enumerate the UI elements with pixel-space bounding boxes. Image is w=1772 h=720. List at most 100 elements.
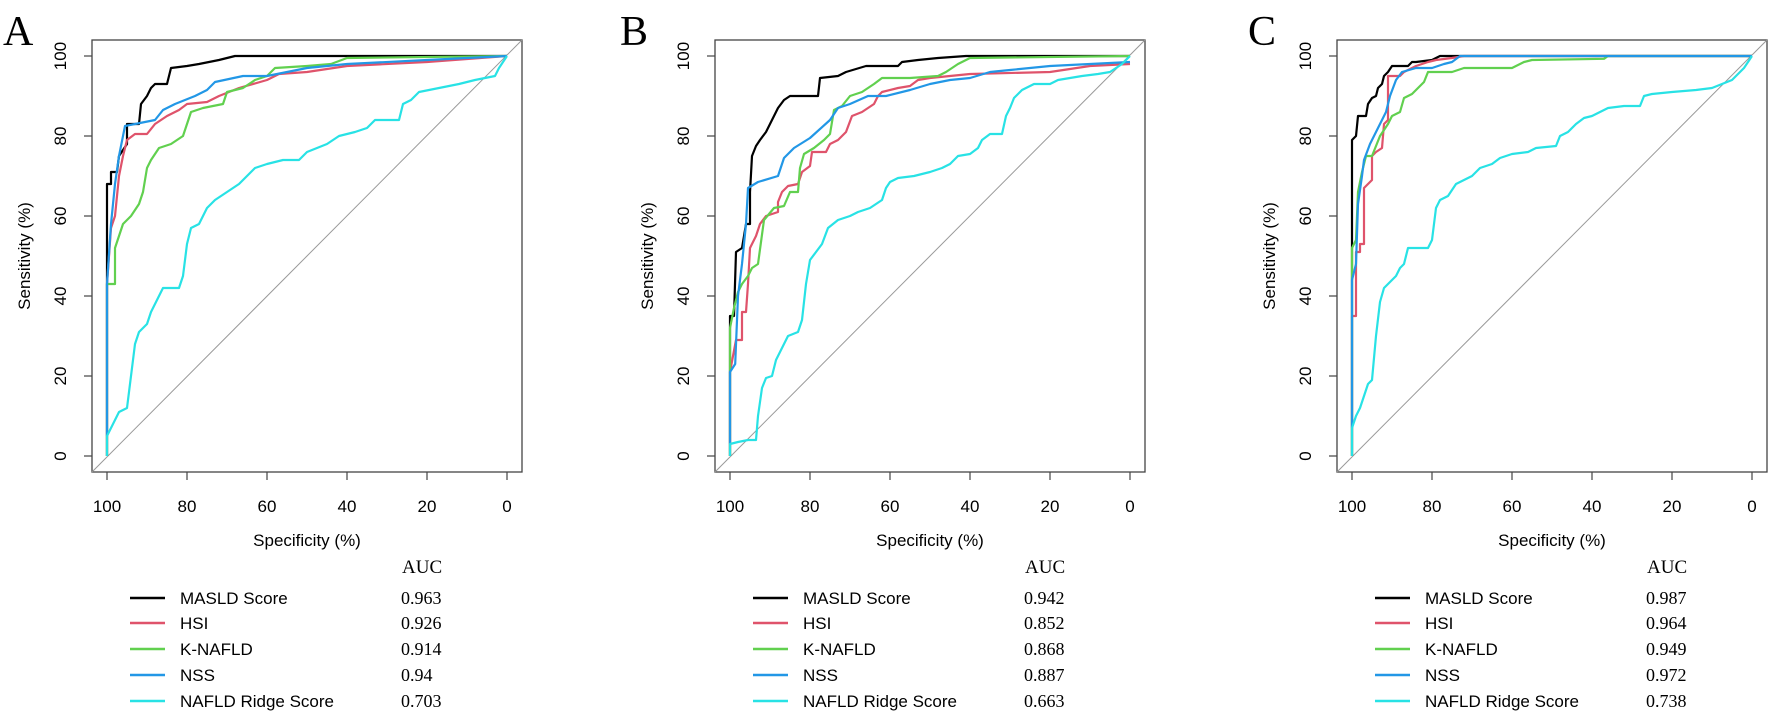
x-tick-label: 100 <box>93 497 121 516</box>
legend-auc-header: AUC <box>1647 557 1687 578</box>
roc-curve-nss <box>1350 54 1752 428</box>
roc-curve-masld-score <box>105 54 507 456</box>
roc-curve-nafld-ridge-score <box>728 55 1131 456</box>
legend-auc-value: 0.963 <box>401 588 442 608</box>
legend-label: HSI <box>1425 614 1453 633</box>
roc-curve-masld-score <box>1350 54 1752 456</box>
roc-curves <box>1350 54 1753 456</box>
plot-frame <box>714 39 1146 473</box>
y-tick-label: 80 <box>1296 127 1315 146</box>
legend-label: K-NAFLD <box>180 640 253 659</box>
y-tick-label: 60 <box>1296 207 1315 226</box>
legend-auc-value: 0.942 <box>1024 588 1065 608</box>
x-tick-label: 20 <box>418 497 437 516</box>
x-axis-title: Specificity (%) <box>253 531 361 550</box>
roc-curves <box>105 54 508 456</box>
legend-label: NSS <box>180 666 215 685</box>
roc-panel-b: B 0 20 40 60 80 100 100 80 60 40 20 0 Specificity (%)… <box>620 9 1146 711</box>
legend-auc-value: 0.663 <box>1024 691 1065 711</box>
y-tick-label: 100 <box>674 42 693 70</box>
y-tick-label: 20 <box>1296 367 1315 386</box>
x-tick-label: 80 <box>1423 497 1442 516</box>
panel-label: C <box>1248 9 1276 55</box>
legend-auc-header: AUC <box>1025 557 1065 578</box>
roc-curve-k-nafld <box>728 54 1131 456</box>
legend-label: K-NAFLD <box>803 640 876 659</box>
x-axis-title: Specificity (%) <box>1498 531 1606 550</box>
x-tick-label: 100 <box>716 497 744 516</box>
legend-auc-value: 0.703 <box>401 691 442 711</box>
y-tick-label: 100 <box>1296 42 1315 70</box>
legend-auc-value: 0.987 <box>1646 588 1687 608</box>
legend-auc-value: 0.926 <box>401 613 442 633</box>
legend-auc-value: 0.964 <box>1646 613 1687 633</box>
chance-diagonal <box>1336 39 1768 473</box>
legend-auc-value: 0.868 <box>1024 639 1065 659</box>
y-tick-label: 0 <box>51 451 70 460</box>
legend: AUC MASLD Score 0.987 HSI 0.964 K-NAFLD 0.949 N… <box>1375 557 1687 711</box>
x-tick-label: 40 <box>961 497 980 516</box>
y-axis-title: Sensitivity (%) <box>15 202 34 310</box>
x-tick-label: 80 <box>801 497 820 516</box>
legend-auc-value: 0.972 <box>1646 665 1687 685</box>
y-tick-label: 20 <box>51 367 70 386</box>
x-tick-label: 60 <box>1503 497 1522 516</box>
plot-frame <box>1336 39 1768 473</box>
legend-label: MASLD Score <box>180 589 288 608</box>
roc-curve-nss <box>105 54 508 436</box>
y-axis-title: Sensitivity (%) <box>1260 202 1279 310</box>
legend-auc-value: 0.738 <box>1646 691 1687 711</box>
y-tick-label: 60 <box>674 207 693 226</box>
y-tick-label: 80 <box>51 127 70 146</box>
y-axis-title: Sensitivity (%) <box>638 202 657 310</box>
panel-label: A <box>3 9 34 55</box>
legend-label: MASLD Score <box>803 589 911 608</box>
roc-curve-nafld-ridge-score <box>1350 55 1753 456</box>
panel-label: B <box>620 9 648 55</box>
x-tick-label: 60 <box>258 497 277 516</box>
y-tick-label: 40 <box>51 287 70 306</box>
y-tick-label: 60 <box>51 207 70 226</box>
legend-auc-header: AUC <box>402 557 442 578</box>
roc-panel-c: C 0 20 40 60 80 100 100 80 60 40 20 0 Specificity (%)… <box>1248 9 1768 711</box>
plot-frame <box>91 39 523 473</box>
legend: AUC MASLD Score 0.963 HSI 0.926 K-NAFLD 0.914 N… <box>130 557 442 711</box>
legend-label: K-NAFLD <box>1425 640 1498 659</box>
x-tick-label: 0 <box>1125 497 1134 516</box>
roc-curve-k-nafld <box>105 54 508 456</box>
legend-label: NAFLD Ridge Score <box>1425 692 1579 711</box>
y-tick-label: 20 <box>674 367 693 386</box>
legend-auc-value: 0.852 <box>1024 613 1065 633</box>
roc-curve-masld-score <box>728 54 1130 456</box>
legend-auc-value: 0.914 <box>401 639 442 659</box>
legend-label: NSS <box>803 666 838 685</box>
x-tick-label: 40 <box>338 497 357 516</box>
x-tick-label: 60 <box>881 497 900 516</box>
legend-auc-value: 0.949 <box>1646 639 1687 659</box>
x-tick-label: 0 <box>502 497 511 516</box>
roc-curve-nafld-ridge-score <box>105 55 508 456</box>
legend-label: HSI <box>180 614 208 633</box>
x-tick-label: 20 <box>1663 497 1682 516</box>
x-tick-label: 0 <box>1747 497 1756 516</box>
y-tick-label: 40 <box>674 287 693 306</box>
legend-auc-value: 0.94 <box>401 665 433 685</box>
legend-label: HSI <box>803 614 831 633</box>
roc-curves <box>728 54 1131 456</box>
legend-label: NAFLD Ridge Score <box>803 692 957 711</box>
legend: AUC MASLD Score 0.942 HSI 0.852 K-NAFLD 0.868 N… <box>753 557 1065 711</box>
legend-label: MASLD Score <box>1425 589 1533 608</box>
roc-curve-nss <box>728 60 1131 444</box>
chance-diagonal <box>91 39 523 473</box>
roc-curve-hsi <box>105 54 508 456</box>
legend-auc-value: 0.887 <box>1024 665 1065 685</box>
roc-curve-hsi <box>728 62 1131 456</box>
y-tick-label: 0 <box>674 451 693 460</box>
roc-curve-hsi <box>1350 54 1752 456</box>
x-tick-label: 80 <box>178 497 197 516</box>
roc-panel-a: A 0 20 40 60 80 100 100 80 60 40 20 0 Specificity (%)… <box>3 9 523 711</box>
x-tick-label: 100 <box>1338 497 1366 516</box>
y-tick-label: 80 <box>674 127 693 146</box>
x-tick-label: 20 <box>1041 497 1060 516</box>
